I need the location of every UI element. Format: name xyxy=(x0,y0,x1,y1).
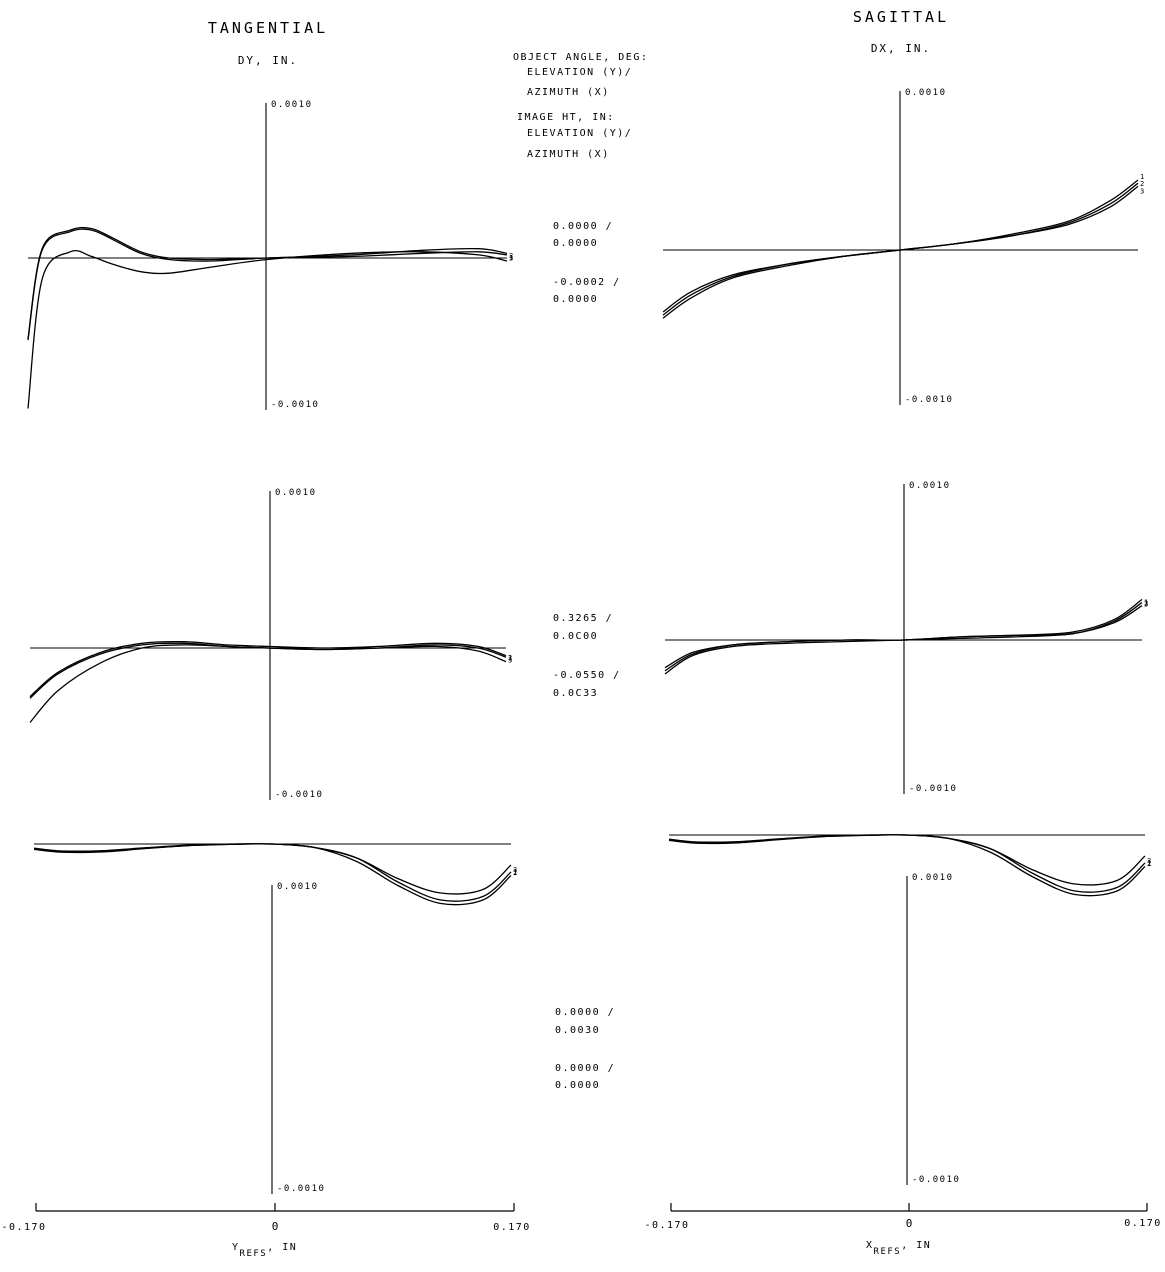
y-tick-label-top: 0.0010 xyxy=(909,481,951,491)
sagittal-ylabel: DX, IN. xyxy=(871,42,931,55)
tangential-x-tick-label-mid: 0 xyxy=(272,1220,279,1233)
y-tick-label-top: 0.0010 xyxy=(271,100,313,110)
series-end-label-2: 2 xyxy=(1144,600,1148,608)
sagittal-x-label-var: X xyxy=(866,1240,874,1251)
tangential-x-axis: -0.170 0 0.170 YREFS, IN xyxy=(1,1203,531,1259)
series-end-label-2: 2 xyxy=(1140,180,1144,188)
object-angle-label-3: AZIMUTH (X) xyxy=(527,87,610,98)
tangential-plot-row1: 0.0010 -0.0010 123 xyxy=(27,100,513,410)
sagittal-plot-row3: 0.0010 -0.0010 123 xyxy=(668,834,1151,1185)
sagittal-x-tick-label-left: -0.170 xyxy=(644,1220,689,1231)
sagittal-plot-row1: 0.0010 -0.0010 123 xyxy=(662,88,1144,405)
y-tick-label-top: 0.0010 xyxy=(277,882,319,892)
plot-area: 0.0010-0.00101230.0010-0.00101230.0010-0… xyxy=(27,88,1151,1194)
y-tick-label-top: 0.0010 xyxy=(275,488,317,498)
series-end-label-3: 3 xyxy=(1147,857,1151,865)
image-ht-label-3: AZIMUTH (X) xyxy=(527,149,610,160)
y-tick-label-top: 0.0010 xyxy=(912,873,954,883)
image-ht-label-1: IMAGE HT, IN: xyxy=(517,112,615,123)
row3-object-angle-azim: 0.0030 xyxy=(555,1025,600,1036)
row2-image-ht-elev: -0.0550 / xyxy=(553,670,621,681)
series-end-label-1: 1 xyxy=(508,655,512,663)
series-line-3 xyxy=(668,834,1146,886)
series-end-label-1: 1 xyxy=(509,254,513,262)
series-end-label-1: 1 xyxy=(1147,860,1151,868)
object-angle-label-1: OBJECT ANGLE, DEG: xyxy=(513,52,648,63)
series-line-3 xyxy=(664,598,1143,669)
row1-image-ht-elev: -0.0002 / xyxy=(553,277,621,288)
row2-image-ht-azim: 0.0C33 xyxy=(553,688,598,699)
row2-object-angle-elev: 0.3265 / xyxy=(553,613,613,624)
y-tick-label-bottom: -0.0010 xyxy=(271,400,319,410)
series-end-label-2: 2 xyxy=(508,654,512,662)
y-tick-label-top: 0.0010 xyxy=(905,88,947,98)
series-line-3 xyxy=(29,640,507,698)
series-line-3 xyxy=(27,226,508,339)
series-line-1 xyxy=(29,644,507,723)
tangential-plot-row2: 0.0010 -0.0010 123 xyxy=(29,488,512,800)
y-tick-label-bottom: -0.0010 xyxy=(277,1184,325,1194)
series-line-2 xyxy=(29,642,507,699)
row3-object-angle-elev: 0.0000 / xyxy=(555,1007,615,1018)
row1-object-angle-elev: 0.0000 / xyxy=(553,221,613,232)
row2-object-angle-azim: 0.0C00 xyxy=(553,631,598,642)
row3-image-ht-elev: 0.0000 / xyxy=(555,1063,615,1074)
series-end-label-1: 1 xyxy=(1144,599,1148,607)
sagittal-x-tick-label-right: 0.170 xyxy=(1124,1218,1162,1229)
sagittal-x-label: XREFS, IN xyxy=(866,1240,931,1257)
sagittal-x-axis: -0.170 0 0.170 XREFS, IN xyxy=(644,1203,1162,1257)
series-end-label-3: 3 xyxy=(1140,187,1144,195)
tangential-x-label: YREFS, IN xyxy=(232,1242,297,1259)
series-line-1 xyxy=(27,249,508,409)
series-end-label-1: 1 xyxy=(513,869,517,877)
tangential-title: TANGENTIAL xyxy=(208,19,328,37)
series-end-label-2: 2 xyxy=(1147,860,1151,868)
tangential-x-label-var: Y xyxy=(232,1242,240,1253)
sagittal-x-label-unit: , IN xyxy=(901,1240,931,1251)
series-end-label-3: 3 xyxy=(1144,600,1148,608)
series-end-label-2: 2 xyxy=(513,869,517,877)
y-tick-label-bottom: -0.0010 xyxy=(905,395,953,405)
row1-object-angle-azim: 0.0000 xyxy=(553,238,598,249)
tangential-x-tick-label-right: 0.170 xyxy=(493,1222,531,1233)
series-end-label-3: 3 xyxy=(509,254,513,262)
tangential-ylabel: DY, IN. xyxy=(238,54,298,67)
sagittal-x-tick-label-mid: 0 xyxy=(906,1217,913,1230)
sagittal-title: SAGITTAL xyxy=(853,8,949,26)
series-line-3 xyxy=(662,185,1139,313)
series-end-label-3: 3 xyxy=(508,657,512,665)
row1-image-ht-azim: 0.0000 xyxy=(553,294,598,305)
tangential-x-label-sub: REFS xyxy=(240,1249,268,1259)
tangential-plot-row3: 0.0010 -0.0010 123 xyxy=(33,843,517,1194)
series-end-label-1: 1 xyxy=(1140,173,1144,181)
series-line-3 xyxy=(33,843,512,895)
tangential-x-tick-label-left: -0.170 xyxy=(1,1222,46,1233)
series-end-label-3: 3 xyxy=(513,866,517,874)
series-line-2 xyxy=(27,228,508,341)
y-tick-label-bottom: -0.0010 xyxy=(912,1175,960,1185)
object-angle-label-2: ELEVATION (Y)/ xyxy=(527,67,632,78)
tangential-x-label-unit: , IN xyxy=(267,1242,297,1253)
sagittal-x-label-sub: REFS xyxy=(874,1247,902,1257)
series-end-label-2: 2 xyxy=(509,252,513,260)
y-tick-label-bottom: -0.0010 xyxy=(909,784,957,794)
row3-image-ht-azim: 0.0000 xyxy=(555,1080,600,1091)
image-ht-label-2: ELEVATION (Y)/ xyxy=(527,128,632,139)
y-tick-label-bottom: -0.0010 xyxy=(275,790,323,800)
sagittal-plot-row2: 0.0010 -0.0010 123 xyxy=(664,481,1148,794)
